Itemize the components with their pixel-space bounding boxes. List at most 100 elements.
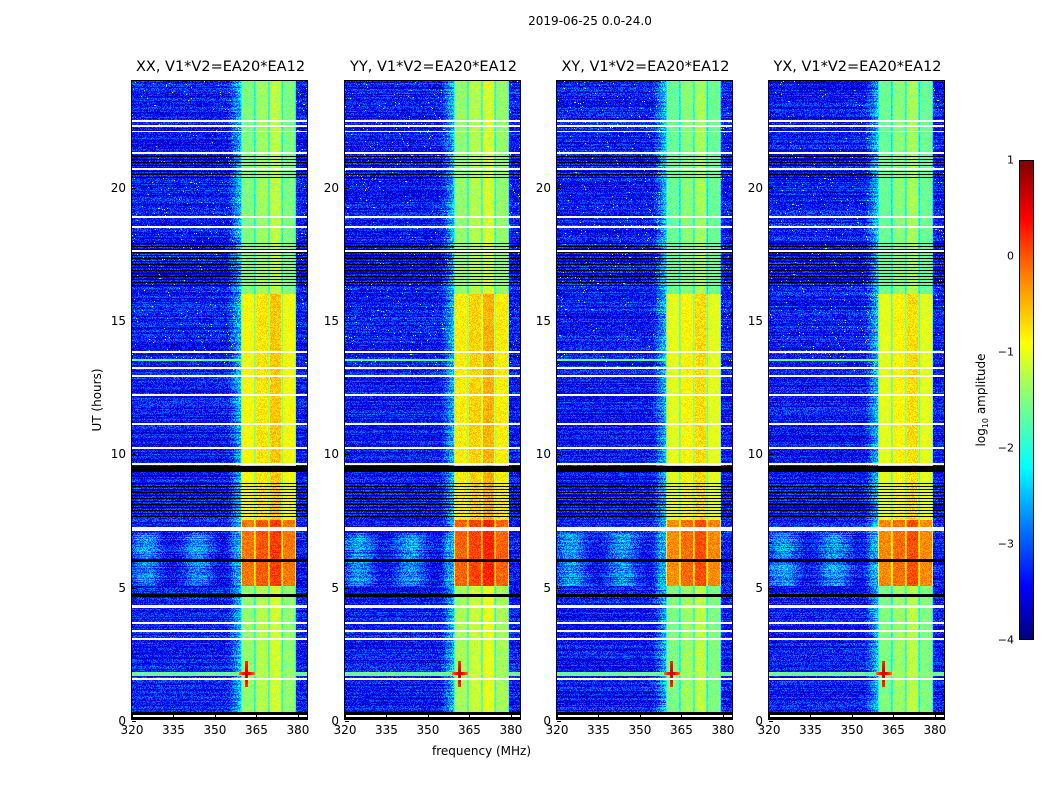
x-tick-label: 335 — [162, 723, 185, 737]
x-tick-mark — [722, 715, 724, 719]
spectrogram-panel-2: YY, V1*V2=EA20*EA12 0 5 10 15 20 320 335 350 365 3… — [324, 59, 523, 737]
x-tick-label: 350 — [416, 723, 440, 737]
x-tick-mark — [681, 715, 683, 719]
x-tick-label: 365 — [670, 723, 693, 737]
x-tick-mark — [769, 715, 770, 719]
y-tick-mark — [557, 187, 561, 189]
y-tick-mark — [769, 587, 773, 589]
y-tick-mark — [557, 587, 561, 589]
x-tick-mark — [173, 715, 175, 719]
colorbar-tick-label: −3 — [997, 537, 1014, 551]
spectrogram-panel-1: XX, V1*V2=EA20*EA12 0 5 10 15 20 320 335 350 365 3… — [111, 59, 310, 737]
colorbar-label-log: log — [973, 428, 988, 447]
y-tick-mark — [769, 721, 773, 722]
panel-title: XY, V1*V2=EA20*EA12 — [561, 59, 730, 75]
y-tick-label: 5 — [331, 580, 339, 595]
y-tick-label: 15 — [110, 314, 126, 328]
y-tick-mark — [345, 587, 349, 589]
y-tick-mark — [769, 321, 773, 322]
x-tick-mark — [557, 715, 558, 719]
y-tick-label: 10 — [535, 447, 551, 462]
y-tick-label: 20 — [535, 180, 551, 195]
x-tick-mark — [851, 715, 853, 719]
colorbar-label: log10 amplitude — [974, 354, 990, 447]
y-tick-mark — [345, 721, 349, 722]
y-axis-label: UT (hours) — [90, 368, 104, 432]
y-tick-mark — [557, 721, 561, 722]
x-tick-label: 350 — [628, 723, 652, 737]
x-tick-label: 320 — [757, 723, 781, 737]
y-tick-label: 0 — [543, 714, 551, 728]
x-tick-label: 380 — [923, 723, 947, 737]
panel-title: XX, V1*V2=EA20*EA12 — [135, 59, 306, 75]
x-tick-label: 335 — [375, 723, 398, 737]
colorbar-tick-label: 1 — [1007, 153, 1014, 167]
x-tick-label: 365 — [882, 723, 905, 737]
panel-title: YY, V1*V2=EA20*EA12 — [350, 59, 517, 75]
x-tick-mark — [510, 715, 512, 719]
x-tick-mark — [934, 715, 936, 719]
spectrogram-heatmap — [132, 81, 307, 719]
y-tick-mark — [132, 721, 136, 722]
y-tick-label: 0 — [331, 714, 339, 728]
y-tick-mark — [769, 454, 773, 456]
y-tick-label: 10 — [323, 447, 339, 462]
panel-title: YX, V1*V2=EA20*EA12 — [773, 59, 942, 75]
y-tick-mark — [132, 321, 136, 322]
y-tick-mark — [132, 187, 136, 189]
x-tick-mark — [598, 715, 600, 719]
y-tick-mark — [345, 321, 349, 322]
x-tick-label: 365 — [245, 723, 268, 737]
y-tick-label: 0 — [755, 714, 763, 728]
spectrogram-heatmap — [557, 81, 732, 719]
x-tick-mark — [297, 715, 299, 719]
x-axis-label: frequency (MHz) — [432, 744, 532, 758]
y-tick-mark — [345, 454, 349, 456]
x-tick-mark — [810, 715, 812, 719]
y-tick-label: 10 — [747, 447, 763, 462]
x-tick-mark — [893, 715, 895, 719]
spectrogram-heatmap — [769, 81, 944, 719]
y-tick-mark — [557, 321, 561, 322]
x-tick-mark — [345, 715, 346, 719]
x-tick-mark — [386, 715, 388, 719]
y-tick-label: 5 — [755, 580, 763, 595]
colorbar-tick-label: −2 — [997, 441, 1014, 455]
y-tick-mark — [557, 454, 561, 456]
spectrogram-panel-3: XY, V1*V2=EA20*EA12 0 5 10 15 20 320 335 350 365 3… — [536, 59, 735, 737]
colorbar — [1019, 160, 1034, 640]
colorbar-tick-label: 0 — [1007, 249, 1014, 263]
y-tick-label: 15 — [535, 314, 551, 328]
x-tick-label: 320 — [333, 723, 357, 737]
x-tick-label: 365 — [458, 723, 481, 737]
x-tick-label: 335 — [799, 723, 822, 737]
y-tick-mark — [769, 187, 773, 189]
x-tick-label: 320 — [120, 723, 144, 737]
x-tick-label: 320 — [545, 723, 569, 737]
y-tick-label: 15 — [747, 314, 763, 328]
y-tick-label: 5 — [543, 580, 551, 595]
y-tick-mark — [345, 187, 349, 189]
x-tick-mark — [214, 715, 216, 719]
x-tick-mark — [132, 715, 133, 719]
x-tick-mark — [469, 715, 471, 719]
y-tick-label: 20 — [323, 180, 339, 195]
y-tick-label: 0 — [118, 714, 126, 728]
spectrogram-panel-4: YX, V1*V2=EA20*EA12 0 5 10 15 20 320 335 350 365 3… — [748, 59, 947, 737]
x-tick-mark — [256, 715, 258, 719]
y-tick-label: 20 — [110, 180, 126, 195]
x-tick-mark — [427, 715, 429, 719]
colorbar-label-sub: 10 — [981, 417, 991, 429]
colorbar-tick-label: −1 — [997, 345, 1014, 359]
x-tick-mark — [639, 715, 641, 719]
y-tick-label: 5 — [118, 580, 126, 595]
y-tick-label: 10 — [110, 447, 126, 462]
x-tick-label: 380 — [286, 723, 310, 737]
x-tick-label: 350 — [840, 723, 864, 737]
y-tick-label: 20 — [747, 180, 763, 195]
y-tick-label: 15 — [323, 314, 339, 328]
x-tick-label: 335 — [587, 723, 610, 737]
x-tick-label: 380 — [499, 723, 523, 737]
spectrogram-heatmap — [345, 81, 520, 719]
